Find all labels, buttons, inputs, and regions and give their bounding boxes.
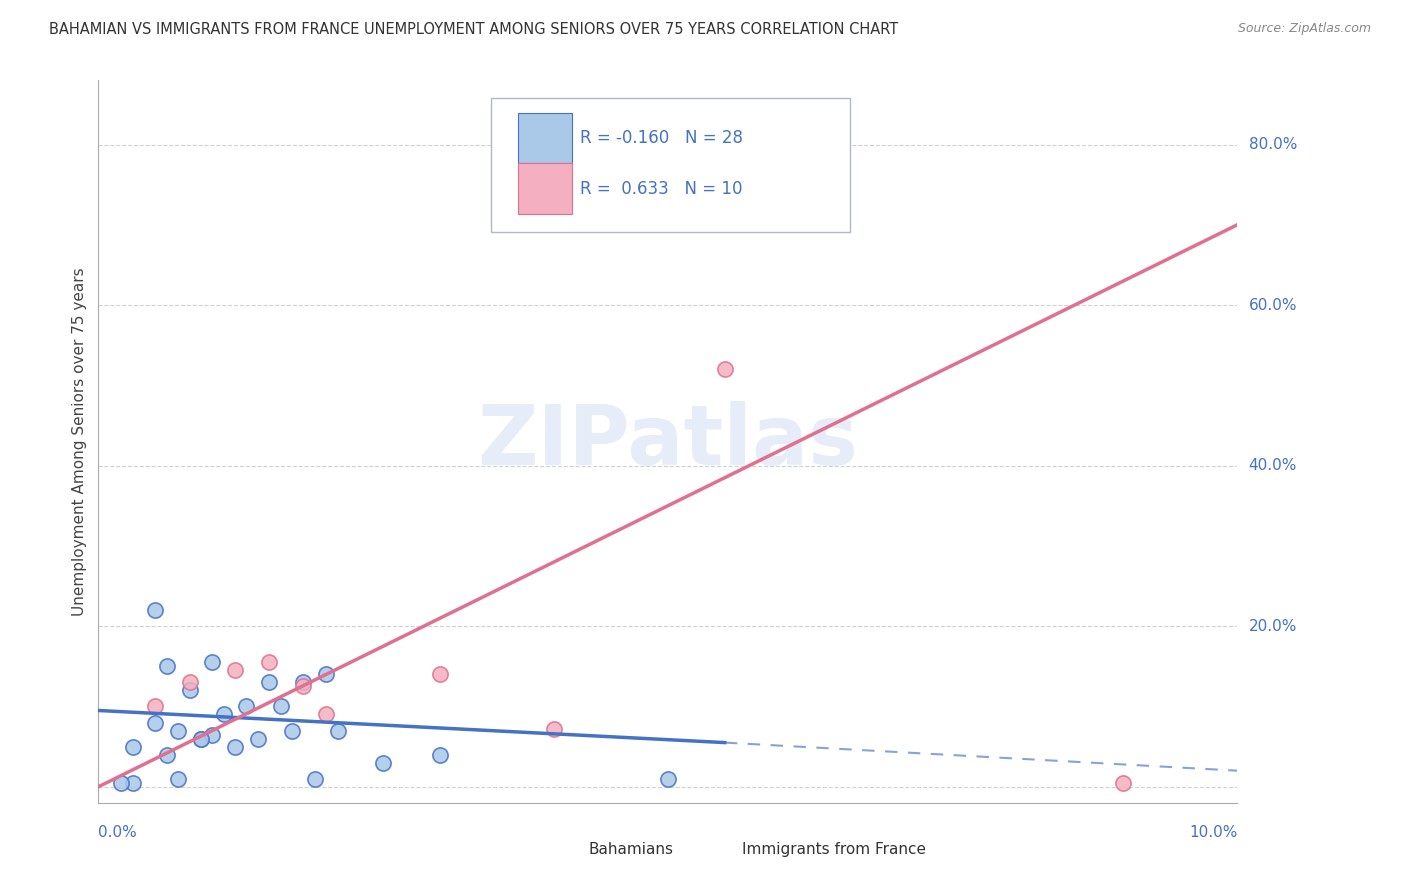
Text: 0.0%: 0.0%	[98, 825, 138, 840]
Point	[429, 747, 451, 762]
Point	[270, 699, 292, 714]
FancyBboxPatch shape	[517, 163, 572, 214]
Text: 60.0%: 60.0%	[1249, 298, 1298, 312]
Point	[657, 772, 679, 786]
Text: R =  0.633   N = 10: R = 0.633 N = 10	[581, 179, 742, 198]
Text: R = -0.160   N = 28: R = -0.160 N = 28	[581, 129, 744, 147]
Point	[201, 655, 224, 669]
Text: ZIPatlas: ZIPatlas	[478, 401, 858, 482]
Text: Immigrants from France: Immigrants from France	[742, 842, 927, 857]
Point	[224, 664, 246, 678]
Point	[121, 739, 143, 754]
Text: 40.0%: 40.0%	[1249, 458, 1298, 473]
Point	[179, 683, 201, 698]
Point	[714, 362, 737, 376]
Point	[281, 723, 304, 738]
FancyBboxPatch shape	[491, 98, 851, 232]
Point	[235, 699, 257, 714]
Point	[190, 731, 212, 746]
Point	[167, 772, 190, 786]
Point	[429, 667, 451, 681]
Point	[167, 723, 190, 738]
FancyBboxPatch shape	[546, 835, 583, 866]
Point	[259, 675, 281, 690]
Point	[145, 603, 167, 617]
Point	[156, 659, 179, 673]
Point	[259, 655, 281, 669]
Point	[315, 667, 337, 681]
Text: 10.0%: 10.0%	[1189, 825, 1237, 840]
Point	[190, 731, 212, 746]
FancyBboxPatch shape	[517, 112, 572, 163]
Point	[110, 776, 132, 790]
Text: 20.0%: 20.0%	[1249, 619, 1298, 633]
Point	[121, 776, 143, 790]
Point	[212, 707, 235, 722]
Text: Source: ZipAtlas.com: Source: ZipAtlas.com	[1237, 22, 1371, 36]
Text: 80.0%: 80.0%	[1249, 137, 1298, 152]
Text: BAHAMIAN VS IMMIGRANTS FROM FRANCE UNEMPLOYMENT AMONG SENIORS OVER 75 YEARS CORR: BAHAMIAN VS IMMIGRANTS FROM FRANCE UNEMP…	[49, 22, 898, 37]
Point	[292, 675, 315, 690]
Point	[145, 699, 167, 714]
Point	[543, 722, 565, 736]
Point	[373, 756, 395, 770]
Point	[315, 707, 337, 722]
Point	[1112, 776, 1135, 790]
Point	[246, 731, 269, 746]
Y-axis label: Unemployment Among Seniors over 75 years: Unemployment Among Seniors over 75 years	[72, 268, 87, 615]
Point	[145, 715, 167, 730]
Point	[292, 680, 315, 694]
Point	[179, 675, 201, 690]
Point	[156, 747, 179, 762]
Text: Bahamians: Bahamians	[588, 842, 673, 857]
Point	[304, 772, 326, 786]
Point	[201, 728, 224, 742]
Point	[224, 739, 246, 754]
FancyBboxPatch shape	[699, 835, 737, 866]
Point	[326, 723, 349, 738]
